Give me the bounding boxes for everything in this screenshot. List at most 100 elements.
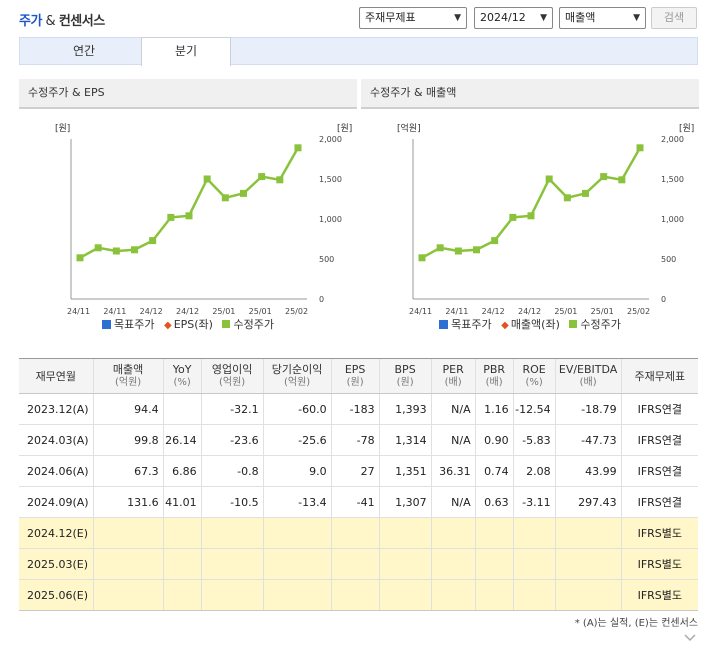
title-amp: & (41, 14, 59, 29)
data-point[interactable] (563, 194, 571, 202)
chart-panel-sales: 수정주가 & 매출액 [억원] [원] 0 500 1,000 1,500 2,000 24/… (361, 79, 699, 331)
data-point[interactable] (258, 173, 266, 181)
chevron-down-icon[interactable] (684, 632, 696, 644)
x-tick-label: 24/11 (67, 307, 90, 315)
table-cell (162, 548, 202, 580)
blue-square-icon (102, 320, 112, 329)
data-point[interactable] (600, 173, 608, 181)
data-point[interactable] (545, 175, 553, 183)
statement-type-select[interactable]: 주재무제표 ▼ (359, 7, 467, 29)
table-cell (162, 517, 202, 549)
data-point[interactable] (527, 212, 535, 220)
data-point[interactable] (473, 246, 480, 254)
column-unit: (억원) (219, 377, 246, 388)
chart-legend: 목표주가 ◆ EPS(좌) 수정주가 (19, 316, 357, 332)
data-point[interactable] (436, 244, 444, 252)
left-axis-unit: [원] (55, 123, 70, 134)
data-point[interactable] (149, 237, 157, 245)
chart-panel-eps: 수정주가 & EPS [원] [원] 0 500 1,000 1,500 2,000 24/1… (19, 79, 357, 331)
table-cell: 1,351 (378, 455, 432, 487)
metric-select[interactable]: 매출액 ▼ (559, 7, 646, 29)
data-point[interactable] (94, 244, 102, 252)
table-cell (378, 579, 432, 611)
data-point[interactable] (636, 144, 644, 152)
tab-annual[interactable]: 연간 (72, 44, 96, 58)
table-cell: 1,307 (378, 486, 432, 518)
data-point[interactable] (203, 175, 211, 183)
data-point[interactable] (185, 212, 193, 220)
table-cell: -47.73 (554, 424, 622, 456)
data-point[interactable] (491, 237, 499, 245)
table-cell: IFRS별도 (620, 548, 698, 580)
table-cell: -23.6 (200, 424, 264, 456)
data-point[interactable] (618, 176, 626, 184)
table-cell: 26.14 (162, 424, 202, 456)
data-point[interactable] (76, 254, 84, 262)
data-point[interactable] (294, 144, 302, 152)
right-axis-unit: [원] (679, 123, 694, 134)
x-tick-label: 24/11 (445, 307, 468, 315)
table-cell (162, 579, 202, 611)
y-tick-label: 0 (661, 295, 666, 304)
table-cell: N/A (430, 424, 476, 456)
tab-quarterly[interactable]: 분기 (141, 37, 231, 66)
legend-eps[interactable]: ◆ EPS(좌) (164, 318, 213, 331)
column-header: 영업이익 (억원) (200, 358, 264, 394)
legend-adjusted-price[interactable]: 수정주가 (569, 318, 621, 331)
column-header: 주재무제표 (620, 358, 698, 394)
table-cell (92, 517, 164, 549)
legend-sales[interactable]: ◆ 매출액(좌) (501, 318, 560, 331)
table-cell (430, 548, 476, 580)
data-point[interactable] (582, 189, 589, 197)
data-point[interactable] (276, 176, 284, 184)
data-point[interactable] (454, 247, 462, 255)
column-header: YoY (%) (162, 358, 202, 394)
data-point[interactable] (509, 213, 517, 221)
price-eps-chart: [원] [원] 0 500 1,000 1,500 2,000 24/11 24/11 24/12… (55, 123, 352, 315)
legend-adjusted-price[interactable]: 수정주가 (222, 318, 274, 331)
table-cell: 6.86 (162, 455, 202, 487)
period-select[interactable]: 2024/12 ▼ (474, 7, 553, 29)
column-header: BPS (원) (378, 358, 432, 394)
y-tick-label: 1,500 (319, 175, 342, 184)
table-cell: -5.83 (512, 424, 556, 456)
table-cell (512, 548, 556, 580)
column-unit: (%) (173, 377, 191, 388)
table-cell: N/A (430, 486, 476, 518)
data-point[interactable] (131, 246, 138, 254)
column-unit: (배) (579, 377, 597, 388)
table-cell: -3.11 (512, 486, 556, 518)
legend-target-price[interactable]: 목표주가 (102, 318, 155, 331)
x-tick-label: 25/02 (627, 307, 650, 315)
blue-square-icon (439, 320, 449, 329)
period-tabs: 연간 분기 (19, 37, 698, 66)
row-period: 2023.12(A) (19, 393, 94, 425)
x-tick-label: 24/11 (409, 307, 432, 315)
data-point[interactable] (221, 194, 229, 202)
legend-target-price[interactable]: 목표주가 (439, 318, 492, 331)
table-cell: IFRS연결 (620, 486, 698, 518)
x-tick-label: 24/12 (482, 307, 505, 315)
column-label: ROE (522, 363, 546, 376)
data-point[interactable] (112, 247, 120, 255)
column-header: 재무연월 (19, 358, 94, 394)
x-tick-label: 24/12 (518, 307, 541, 315)
table-cell: IFRS연결 (620, 424, 698, 456)
data-point[interactable] (240, 189, 247, 197)
table-cell (378, 548, 432, 580)
column-header: EV/EBITDA (배) (554, 358, 622, 394)
table-cell: 1,393 (378, 393, 432, 425)
table-cell: 1.16 (474, 393, 514, 425)
search-button[interactable]: 검색 (651, 7, 697, 29)
column-label: 재무연월 (35, 369, 77, 383)
table-cell (554, 548, 622, 580)
series-line (421, 147, 642, 259)
data-point[interactable] (418, 254, 426, 262)
table-cell: 99.8 (92, 424, 164, 456)
table-row: 2025.03(E) IFRS별도 (19, 548, 698, 580)
x-tick-label: 25/02 (285, 307, 308, 315)
data-point[interactable] (167, 213, 175, 221)
table-cell (200, 579, 264, 611)
column-header: EPS (원) (330, 358, 380, 394)
table-cell (554, 579, 622, 611)
